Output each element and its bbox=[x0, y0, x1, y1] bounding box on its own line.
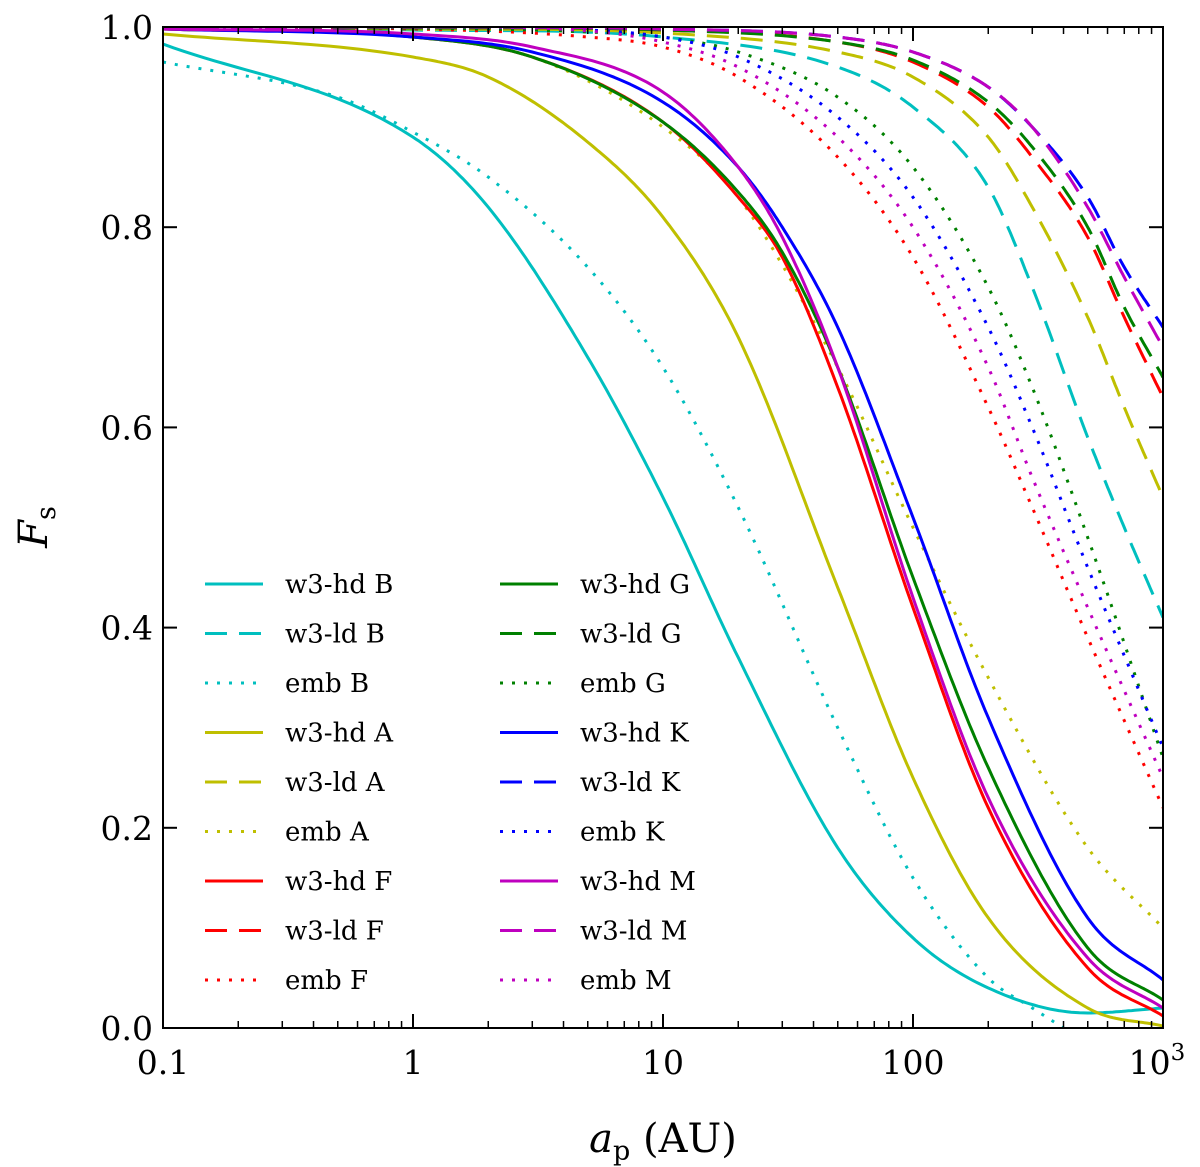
legend-item-w3-ld-k: w3-ld K bbox=[500, 768, 681, 798]
x-axis-label-sub: p bbox=[613, 1136, 630, 1167]
series-line-emb-m bbox=[163, 27, 1163, 779]
legend-item-w3-hd-a: w3-hd A bbox=[205, 719, 394, 749]
legend-label: w3-hd B bbox=[285, 570, 393, 600]
y-tick-label: 0.6 bbox=[101, 408, 153, 447]
series-line-w3-hd-a bbox=[163, 32, 1163, 1028]
legend-label: emb G bbox=[580, 669, 666, 699]
legend-item-w3-ld-g: w3-ld G bbox=[500, 620, 682, 650]
legend-item-w3-ld-b: w3-ld B bbox=[205, 620, 385, 650]
legend-item-w3-hd-g: w3-hd G bbox=[500, 570, 690, 600]
legend-item-emb-k: emb K bbox=[500, 818, 665, 848]
legend-label: emb K bbox=[580, 818, 665, 848]
y-tick-label: 0.4 bbox=[101, 609, 153, 648]
legend-label: w3-hd F bbox=[285, 867, 392, 897]
series-line-w3-ld-k bbox=[163, 27, 1163, 329]
legend-item-emb-b: emb B bbox=[205, 669, 369, 699]
series-line-w3-hd-g bbox=[163, 27, 1163, 1002]
y-axis-label-sub: s bbox=[31, 506, 62, 520]
legend-label: w3-hd A bbox=[285, 719, 394, 749]
legend-label: emb F bbox=[285, 966, 368, 996]
legend-label: w3-ld B bbox=[285, 620, 385, 650]
x-tick-label: 103 bbox=[1129, 1040, 1186, 1082]
axis-tick-labels: 0.1 1 10 100 103 0.0 0.2 0.4 0.6 0.8 1.0 bbox=[101, 8, 1186, 1082]
series-line-emb-b bbox=[163, 60, 1065, 1028]
y-tick-label: 0.8 bbox=[101, 208, 153, 247]
legend-label: emb B bbox=[285, 669, 369, 699]
legend-item-w3-ld-f: w3-ld F bbox=[205, 917, 384, 947]
x-axis-label: ap (AU) bbox=[589, 1116, 737, 1167]
legend-item-w3-hd-f: w3-hd F bbox=[205, 867, 392, 897]
legend-item-w3-ld-m: w3-ld M bbox=[500, 917, 687, 947]
x-axis-label-unit: (AU) bbox=[630, 1116, 737, 1162]
legend-label: w3-ld A bbox=[285, 768, 386, 798]
series-line-w3-ld-g bbox=[163, 27, 1163, 379]
legend-item-emb-m: emb M bbox=[500, 966, 672, 996]
x-tick-label: 100 bbox=[882, 1043, 945, 1082]
legend: w3-hd B w3-ld B emb B w3-hd A w3-ld A emb A w3… bbox=[205, 570, 696, 996]
legend-label: w3-hd G bbox=[580, 570, 690, 600]
legend-label: w3-ld K bbox=[580, 768, 681, 798]
x-tick-label: 0.1 bbox=[137, 1043, 189, 1082]
y-tick-label: 1.0 bbox=[101, 8, 153, 47]
series-line-emb-g bbox=[163, 27, 1163, 759]
legend-item-w3-ld-a: w3-ld A bbox=[205, 768, 386, 798]
x-axis-label-var: a bbox=[589, 1116, 613, 1162]
legend-item-w3-hd-b: w3-hd B bbox=[205, 570, 393, 600]
series-line-w3-ld-a bbox=[163, 27, 1163, 499]
legend-item-w3-hd-k: w3-hd K bbox=[500, 719, 689, 749]
legend-label: emb A bbox=[285, 818, 370, 848]
x-tick-label: 10 bbox=[642, 1043, 684, 1082]
legend-item-emb-a: emb A bbox=[205, 818, 370, 848]
legend-item-emb-g: emb G bbox=[500, 669, 666, 699]
series-line-emb-f bbox=[163, 27, 1163, 809]
y-tick-label: 0.2 bbox=[101, 809, 153, 848]
x-tick-label: 1 bbox=[403, 1043, 424, 1082]
legend-label: w3-ld G bbox=[580, 620, 682, 650]
legend-item-w3-hd-m: w3-hd M bbox=[500, 867, 696, 897]
legend-label: emb M bbox=[580, 966, 672, 996]
legend-label: w3-hd M bbox=[580, 867, 696, 897]
legend-item-emb-f: emb F bbox=[205, 966, 368, 996]
series-line-w3-ld-b bbox=[163, 27, 1163, 619]
y-axis-label: Fs bbox=[11, 506, 62, 549]
legend-label: w3-hd K bbox=[580, 719, 689, 749]
y-axis-label-var: F bbox=[11, 519, 57, 549]
series-line-w3-hd-m bbox=[163, 27, 1163, 1010]
legend-label: w3-ld M bbox=[580, 917, 687, 947]
series-line-w3-ld-m bbox=[163, 27, 1163, 349]
y-tick-label: 0.0 bbox=[101, 1009, 153, 1048]
axis-ticks bbox=[162, 26, 1164, 1029]
series-line-w3-ld-f bbox=[163, 27, 1163, 399]
legend-label: w3-ld F bbox=[285, 917, 384, 947]
series-line-w3-hd-k bbox=[163, 27, 1163, 982]
